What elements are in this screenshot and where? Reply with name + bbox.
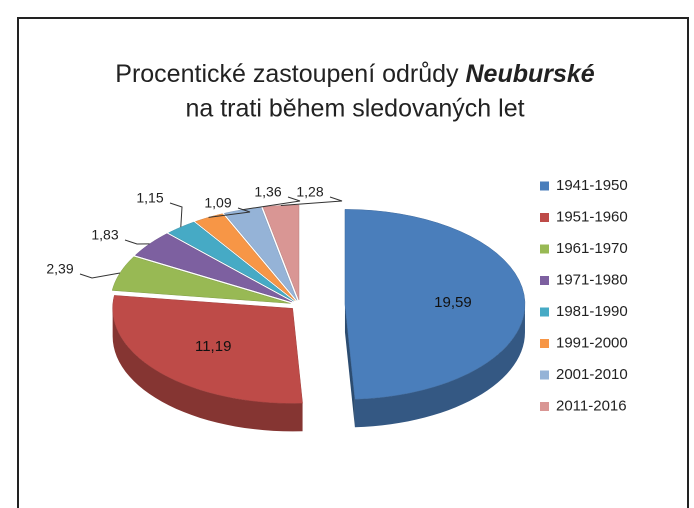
legend-label: 2001-2010 [556, 366, 628, 383]
data-label: 1,83 [91, 227, 118, 243]
data-label: 1,09 [204, 195, 231, 211]
legend-swatch [540, 370, 549, 380]
slice-side [112, 308, 303, 432]
legend-swatch [540, 339, 549, 348]
legend-swatch [540, 402, 549, 411]
legend-swatch [540, 181, 549, 191]
legend-label: 1961-1970 [556, 240, 628, 257]
legend-swatch [540, 307, 549, 317]
chart-title: Procentické zastoupení odrůdy Neuburské [115, 60, 595, 88]
data-label: 19,59 [434, 294, 472, 311]
title-part: Neuburské [466, 60, 595, 88]
legend-label: 1991-2000 [556, 334, 628, 351]
legend-swatch [540, 244, 549, 254]
leader-line [242, 196, 301, 211]
data-label: 1,28 [296, 184, 323, 200]
leader-line [124, 239, 150, 245]
slice-side [344, 304, 355, 428]
leader-line [208, 207, 251, 218]
leader-line [79, 272, 121, 279]
legend-label: 1941-1950 [556, 177, 628, 194]
chart-title: na trati během sledovaných let [185, 95, 524, 123]
legend-label: 1981-1990 [556, 303, 628, 320]
pie-slice [168, 221, 294, 302]
data-label: 1,15 [136, 190, 163, 206]
data-label: 11,19 [195, 338, 231, 355]
legend-swatch [540, 276, 549, 285]
legend-label: 2011-2016 [556, 397, 627, 414]
data-label: 1,36 [254, 184, 281, 200]
pie-slice [344, 209, 526, 400]
legend-label: 1951-1960 [556, 208, 628, 225]
leader-line [280, 196, 343, 207]
leader-line [169, 202, 183, 228]
title-part: Procentické zastoupení odrůdy [115, 60, 465, 88]
pie-slice [194, 213, 296, 301]
slice-side [354, 304, 525, 428]
pie-slice [112, 295, 303, 404]
legend-label: 1971-1980 [556, 271, 628, 288]
legend-swatch [540, 213, 549, 222]
data-label: 2,39 [46, 261, 73, 277]
